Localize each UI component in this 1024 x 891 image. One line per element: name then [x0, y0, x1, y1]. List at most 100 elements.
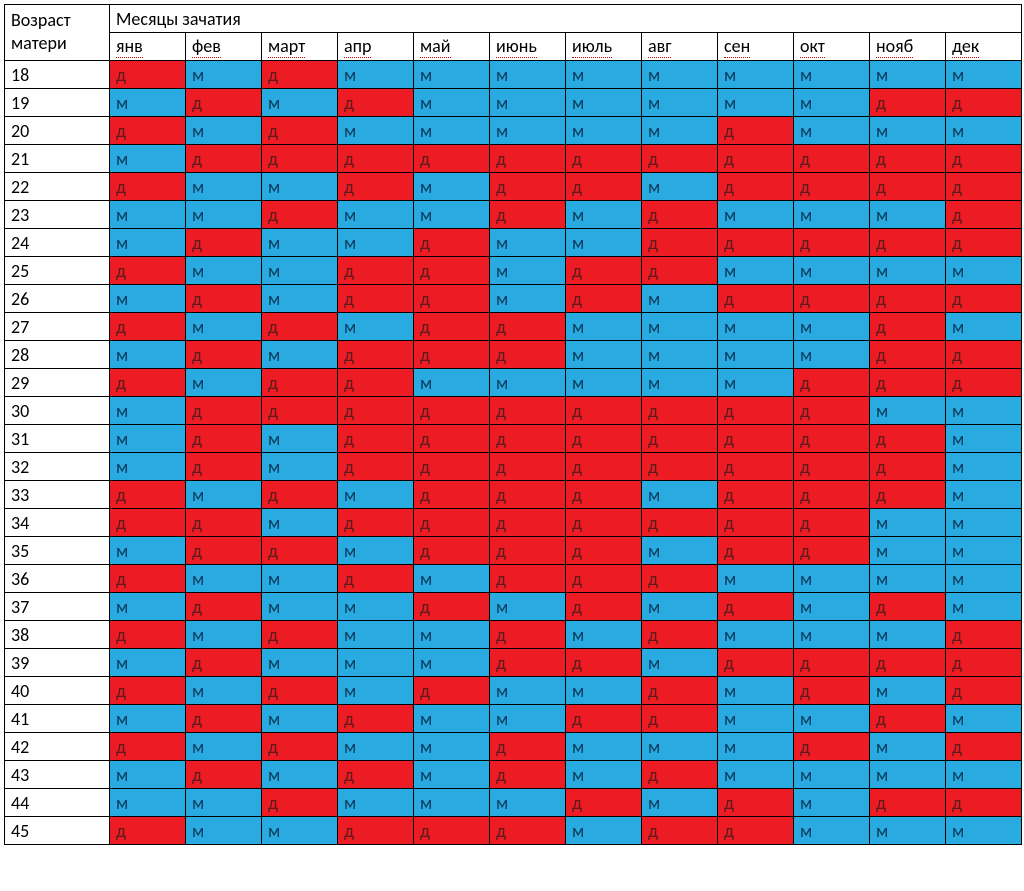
- grid-cell: д: [262, 117, 338, 145]
- grid-cell: д: [490, 761, 566, 789]
- grid-cell: м: [338, 789, 414, 817]
- grid-cell: м: [870, 257, 946, 285]
- months-title: Месяцы зачатия: [110, 5, 1022, 33]
- grid-cell: д: [490, 565, 566, 593]
- grid-cell: м: [946, 481, 1022, 509]
- grid-cell: м: [338, 649, 414, 677]
- grid-cell: д: [946, 89, 1022, 117]
- grid-cell: д: [338, 173, 414, 201]
- grid-cell: м: [642, 369, 718, 397]
- corner-header: Возраст матери: [5, 5, 110, 61]
- grid-cell: д: [110, 565, 186, 593]
- table-row: 37мдммдмдмдмдм: [5, 593, 1022, 621]
- grid-cell: д: [186, 649, 262, 677]
- grid-cell: м: [718, 341, 794, 369]
- grid-cell: м: [946, 761, 1022, 789]
- grid-cell: м: [718, 257, 794, 285]
- grid-cell: м: [794, 257, 870, 285]
- grid-cell: м: [946, 117, 1022, 145]
- month-label: апр: [344, 35, 371, 58]
- age-cell: 38: [5, 621, 110, 649]
- month-label: фев: [192, 35, 221, 58]
- grid-cell: д: [566, 481, 642, 509]
- month-label: июнь: [496, 35, 537, 58]
- month-header-10: нояб: [870, 33, 946, 61]
- grid-cell: д: [186, 509, 262, 537]
- grid-cell: д: [490, 313, 566, 341]
- grid-cell: д: [718, 649, 794, 677]
- grid-cell: д: [490, 201, 566, 229]
- grid-cell: м: [794, 705, 870, 733]
- grid-cell: д: [490, 649, 566, 677]
- grid-cell: м: [642, 285, 718, 313]
- grid-cell: д: [642, 201, 718, 229]
- grid-cell: д: [262, 61, 338, 89]
- age-cell: 22: [5, 173, 110, 201]
- grid-cell: д: [262, 621, 338, 649]
- grid-cell: м: [718, 369, 794, 397]
- grid-cell: м: [490, 257, 566, 285]
- grid-cell: м: [186, 565, 262, 593]
- grid-cell: м: [414, 173, 490, 201]
- grid-cell: м: [642, 733, 718, 761]
- grid-cell: д: [338, 341, 414, 369]
- grid-cell: м: [414, 761, 490, 789]
- table-row: 32мдмддддддддм: [5, 453, 1022, 481]
- grid-cell: д: [870, 145, 946, 173]
- grid-cell: м: [870, 117, 946, 145]
- grid-cell: м: [642, 789, 718, 817]
- grid-cell: д: [718, 453, 794, 481]
- age-cell: 24: [5, 229, 110, 257]
- grid-cell: д: [794, 369, 870, 397]
- grid-cell: м: [262, 285, 338, 313]
- grid-cell: м: [794, 341, 870, 369]
- grid-cell: м: [946, 817, 1022, 845]
- grid-cell: м: [946, 705, 1022, 733]
- grid-cell: м: [338, 61, 414, 89]
- grid-cell: д: [490, 173, 566, 201]
- grid-cell: д: [566, 453, 642, 481]
- grid-cell: д: [490, 397, 566, 425]
- month-header-4: май: [414, 33, 490, 61]
- grid-cell: д: [186, 453, 262, 481]
- table-row: 42дмдммдмммдмд: [5, 733, 1022, 761]
- grid-cell: д: [946, 621, 1022, 649]
- grid-cell: д: [110, 677, 186, 705]
- grid-cell: м: [718, 761, 794, 789]
- grid-cell: д: [186, 89, 262, 117]
- age-cell: 18: [5, 61, 110, 89]
- month-label: авг: [648, 35, 671, 58]
- grid-cell: м: [718, 201, 794, 229]
- age-cell: 43: [5, 761, 110, 789]
- grid-cell: д: [794, 733, 870, 761]
- grid-cell: д: [946, 285, 1022, 313]
- grid-cell: д: [490, 733, 566, 761]
- grid-cell: м: [186, 173, 262, 201]
- grid-cell: м: [490, 593, 566, 621]
- month-label: янв: [116, 35, 143, 58]
- grid-cell: м: [566, 61, 642, 89]
- grid-cell: м: [490, 61, 566, 89]
- grid-cell: м: [338, 313, 414, 341]
- grid-cell: д: [490, 621, 566, 649]
- grid-cell: д: [414, 817, 490, 845]
- grid-cell: д: [110, 313, 186, 341]
- grid-cell: д: [870, 593, 946, 621]
- grid-cell: д: [414, 677, 490, 705]
- grid-cell: д: [794, 397, 870, 425]
- grid-cell: д: [414, 593, 490, 621]
- grid-cell: м: [718, 705, 794, 733]
- grid-cell: м: [642, 313, 718, 341]
- table-row: 25дммддмддмммм: [5, 257, 1022, 285]
- grid-cell: м: [110, 89, 186, 117]
- grid-cell: м: [794, 593, 870, 621]
- grid-cell: м: [794, 61, 870, 89]
- table-row: 38дмдммдмдмммд: [5, 621, 1022, 649]
- grid-cell: д: [110, 733, 186, 761]
- grid-cell: м: [946, 593, 1022, 621]
- grid-cell: д: [490, 425, 566, 453]
- grid-cell: д: [338, 425, 414, 453]
- grid-cell: д: [794, 453, 870, 481]
- grid-cell: м: [186, 621, 262, 649]
- grid-cell: д: [338, 369, 414, 397]
